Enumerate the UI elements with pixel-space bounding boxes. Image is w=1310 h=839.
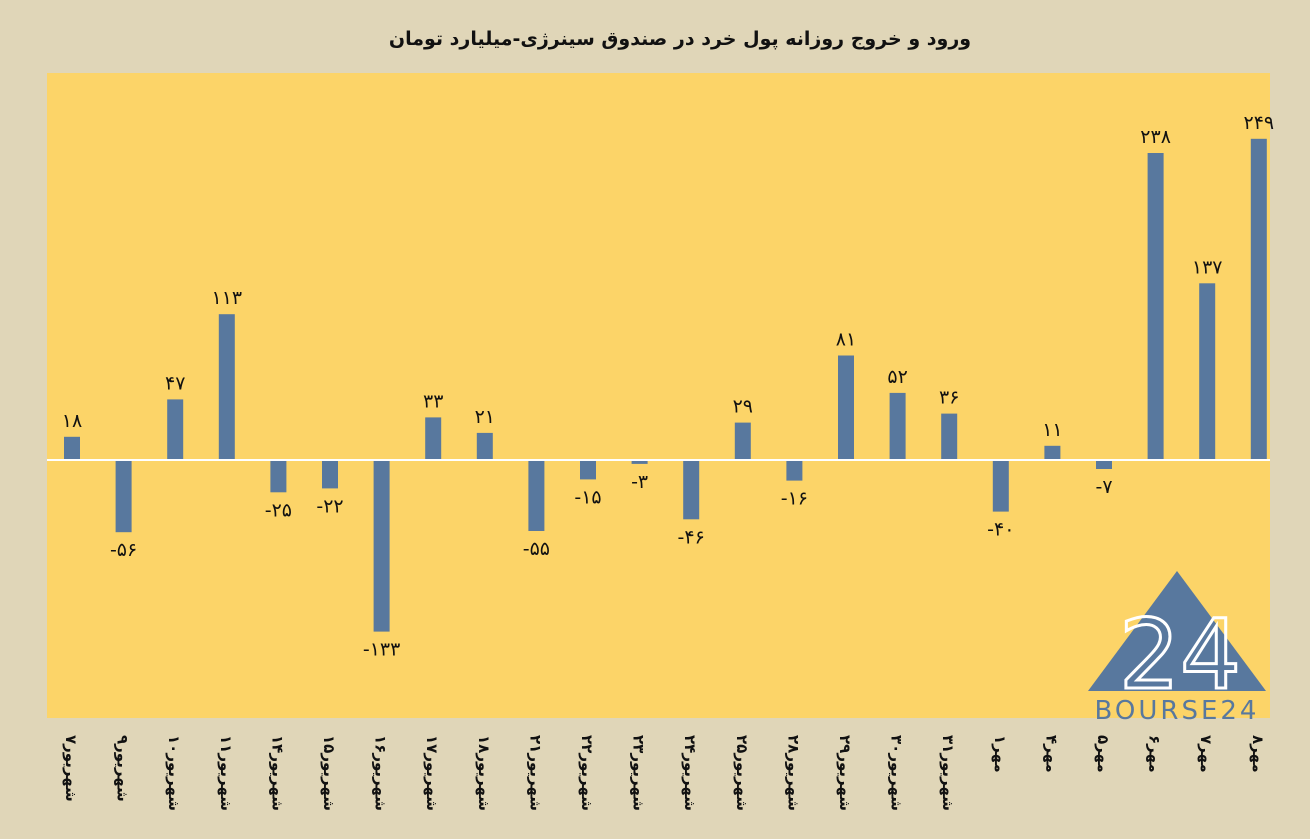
x-tick-label: ۸مهر [1249, 735, 1267, 773]
bar [425, 417, 442, 460]
x-axis-labels: ۷شهریور ۹شهریور ۱۰شهریور ۱۱شهریور ۱۴شهریور ۱۵… [62, 735, 1267, 811]
x-tick-label: ۱۷شهریور [423, 735, 441, 811]
data-label: -۷ [1095, 476, 1112, 498]
x-tick-label: ۲۹شهریور [836, 735, 854, 811]
bar [64, 436, 80, 460]
x-tick-label: ۷شهریور [62, 735, 80, 802]
bar [528, 460, 545, 531]
data-label: -۱۶ [781, 488, 808, 510]
data-label: ۱۱۳ [211, 287, 242, 309]
chart-title: ورود و خروج روزانه پول خرد در صندوق سینر… [389, 28, 971, 50]
bar [889, 392, 906, 460]
bar-series [64, 138, 1267, 632]
x-tick-label: ۱۱شهریور [217, 735, 235, 811]
bar [115, 460, 132, 533]
plot-area [47, 73, 1270, 718]
bar [1250, 138, 1267, 461]
data-label: ۴۷ [165, 372, 185, 394]
data-label: ۱۱ [1042, 419, 1062, 441]
x-tick-label: ۲۵شهریور [733, 735, 751, 811]
x-tick-label: ۱۰شهریور [165, 735, 183, 811]
bar [167, 399, 184, 460]
data-label: ۵۲ [887, 366, 907, 388]
x-tick-label: ۲۳شهریور [630, 735, 648, 811]
x-tick-label: ۱۸شهریور [475, 735, 493, 811]
bar [476, 432, 493, 460]
bar [270, 460, 287, 493]
bar [322, 460, 338, 489]
x-tick-label: ۳۰شهریور [888, 735, 906, 811]
data-labels: ۱۸ -۵۶ ۴۷ ۱۱۳ -۲۵ -۲۲ -۱۳۳ ۳۳ ۲۱ -۵۵ -۱۵ -۳ -۴۶ ۲۹ -۱۶… [62, 112, 1274, 661]
x-tick-label: ۷مهر [1197, 735, 1215, 773]
data-label: ۳۳ [423, 390, 443, 412]
bar [373, 460, 390, 632]
data-label: -۵۶ [110, 539, 137, 561]
data-label: ۸۱ [836, 329, 856, 351]
data-label: -۱۵ [574, 486, 601, 508]
bourse24-logo: 24 BOURSE24 [1088, 571, 1266, 726]
data-label: ۲۳۸ [1140, 126, 1171, 148]
x-tick-label: ۶مهر [1146, 735, 1164, 773]
data-label: -۳ [631, 471, 648, 493]
x-tick-label: ۳۱شهریور [939, 735, 957, 811]
data-label: ۱۳۷ [1192, 256, 1223, 278]
bar [1147, 153, 1164, 460]
x-tick-label: ۱۴شهریور [268, 735, 286, 811]
x-tick-label: ۲۲شهریور [578, 735, 596, 811]
x-tick-label: ۲۴شهریور [681, 735, 699, 811]
bar [580, 460, 596, 480]
data-label: -۱۳۳ [363, 639, 400, 661]
data-label: ۲۹ [733, 396, 753, 418]
x-tick-label: ۱مهر [991, 735, 1009, 773]
data-label: -۵۵ [523, 538, 550, 560]
bar [1199, 283, 1216, 460]
data-label: ۲۱ [475, 406, 495, 428]
x-tick-label: ۵مهر [1094, 735, 1112, 773]
bar [992, 460, 1009, 512]
x-tick-label: ۲۸شهریور [784, 735, 802, 811]
bar [941, 413, 958, 460]
data-label: ۲۴۹ [1243, 112, 1274, 134]
bar [1096, 460, 1112, 469]
data-label: -۴۰ [987, 519, 1014, 541]
x-tick-label: ۱۶شهریور [372, 735, 390, 811]
x-tick-label: ۴مهر [1042, 735, 1060, 773]
x-tick-label: ۹شهریور [114, 735, 132, 802]
bar [218, 314, 235, 460]
data-label: -۴۶ [678, 526, 705, 548]
data-label: ۱۸ [62, 410, 82, 432]
bar [786, 460, 803, 481]
bar [1044, 445, 1061, 460]
data-label: -۲۵ [265, 499, 292, 521]
x-tick-label: ۱۵شهریور [320, 735, 338, 811]
logo-wordmark: BOURSE24 [1095, 696, 1260, 726]
logo-numerals: 24 [1119, 599, 1241, 711]
logo-triangle [1088, 571, 1266, 691]
x-tick-label: ۲۱شهریور [526, 735, 544, 811]
bar [683, 460, 700, 520]
data-label: -۲۲ [316, 495, 343, 517]
bar [631, 460, 648, 464]
bar [734, 422, 751, 460]
data-label: ۳۶ [939, 387, 959, 409]
bar [838, 355, 854, 460]
